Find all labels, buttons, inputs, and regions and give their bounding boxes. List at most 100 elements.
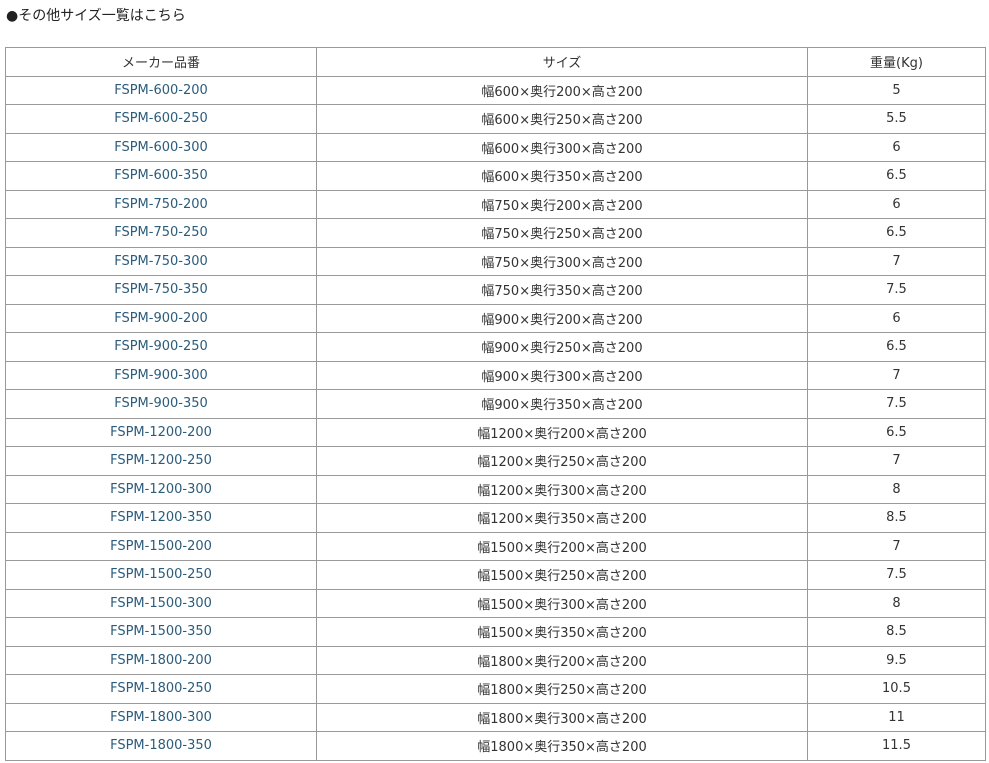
weight-cell: 7 <box>807 531 986 561</box>
weight-cell: 7 <box>807 360 986 390</box>
weight-cell: 9.5 <box>807 645 986 675</box>
part-number-cell: FSPM-750-350 <box>5 275 317 305</box>
size-cell: 幅900×奥行300×高さ200 <box>316 360 808 390</box>
size-cell: 幅900×奥行350×高さ200 <box>316 389 808 419</box>
size-cell: 幅750×奥行200×高さ200 <box>316 189 808 219</box>
part-number-cell: FSPM-600-200 <box>5 75 317 105</box>
part-number-cell: FSPM-600-300 <box>5 132 317 162</box>
weight-cell: 8 <box>807 474 986 504</box>
part-number-link[interactable]: FSPM-750-300 <box>114 253 208 269</box>
weight-cell: 7.5 <box>807 560 986 590</box>
part-number-cell: FSPM-750-250 <box>5 218 317 248</box>
part-number-cell: FSPM-600-250 <box>5 104 317 134</box>
weight-cell: 6 <box>807 132 986 162</box>
part-number-cell: FSPM-1800-300 <box>5 702 317 732</box>
table-row: FSPM-600-250 幅600×奥行250×高さ200 5.5 <box>5 104 986 134</box>
size-cell: 幅600×奥行350×高さ200 <box>316 161 808 191</box>
part-number-link[interactable]: FSPM-1800-350 <box>110 738 212 754</box>
table-row: FSPM-1200-250 幅1200×奥行250×高さ200 7 <box>5 446 986 476</box>
section-heading: ●その他サイズ一覧はこちら <box>6 8 186 24</box>
part-number-cell: FSPM-1200-300 <box>5 474 317 504</box>
weight-cell: 5 <box>807 75 986 105</box>
part-number-cell: FSPM-600-350 <box>5 161 317 191</box>
size-cell: 幅1500×奥行350×高さ200 <box>316 617 808 647</box>
part-number-link[interactable]: FSPM-1200-200 <box>110 424 212 440</box>
weight-cell: 6 <box>807 189 986 219</box>
size-cell: 幅900×奥行200×高さ200 <box>316 303 808 333</box>
part-number-cell: FSPM-1500-300 <box>5 588 317 618</box>
size-cell: 幅600×奥行250×高さ200 <box>316 104 808 134</box>
weight-cell: 6.5 <box>807 417 986 447</box>
size-table: メーカー品番 サイズ 重量(Kg) FSPM-600-200 幅600×奥行200… <box>5 47 986 761</box>
part-number-cell: FSPM-750-300 <box>5 246 317 276</box>
table-row: FSPM-600-300 幅600×奥行300×高さ200 6 <box>5 132 986 162</box>
size-cell: 幅1500×奥行300×高さ200 <box>316 588 808 618</box>
weight-cell: 11.5 <box>807 731 986 761</box>
weight-cell: 8.5 <box>807 617 986 647</box>
part-number-link[interactable]: FSPM-1500-350 <box>110 624 212 640</box>
size-cell: 幅1200×奥行250×高さ200 <box>316 446 808 476</box>
table-row: FSPM-1200-350 幅1200×奥行350×高さ200 8.5 <box>5 503 986 533</box>
part-number-link[interactable]: FSPM-1800-250 <box>110 681 212 697</box>
size-cell: 幅1500×奥行250×高さ200 <box>316 560 808 590</box>
part-number-link[interactable]: FSPM-750-250 <box>114 225 208 241</box>
size-cell: 幅600×奥行200×高さ200 <box>316 75 808 105</box>
weight-cell: 7.5 <box>807 275 986 305</box>
size-cell: 幅750×奥行250×高さ200 <box>316 218 808 248</box>
part-number-link[interactable]: FSPM-1800-300 <box>110 709 212 725</box>
weight-cell: 8.5 <box>807 503 986 533</box>
part-number-link[interactable]: FSPM-1500-200 <box>110 538 212 554</box>
part-number-link[interactable]: FSPM-1200-300 <box>110 481 212 497</box>
header-part-number: メーカー品番 <box>5 47 317 77</box>
table-row: FSPM-1500-300 幅1500×奥行300×高さ200 8 <box>5 588 986 618</box>
table-row: FSPM-900-200 幅900×奥行200×高さ200 6 <box>5 303 986 333</box>
table-header-row: メーカー品番 サイズ 重量(Kg) <box>5 47 986 77</box>
table-row: FSPM-750-350 幅750×奥行350×高さ200 7.5 <box>5 275 986 305</box>
part-number-link[interactable]: FSPM-750-200 <box>114 196 208 212</box>
part-number-cell: FSPM-750-200 <box>5 189 317 219</box>
part-number-cell: FSPM-900-250 <box>5 332 317 362</box>
part-number-link[interactable]: FSPM-900-200 <box>114 310 208 326</box>
size-cell: 幅1800×奥行350×高さ200 <box>316 731 808 761</box>
part-number-link[interactable]: FSPM-750-350 <box>114 282 208 298</box>
part-number-link[interactable]: FSPM-900-350 <box>114 396 208 412</box>
size-cell: 幅900×奥行250×高さ200 <box>316 332 808 362</box>
part-number-link[interactable]: FSPM-900-300 <box>114 367 208 383</box>
part-number-link[interactable]: FSPM-1800-200 <box>110 652 212 668</box>
table-row: FSPM-1800-350 幅1800×奥行350×高さ200 11.5 <box>5 731 986 761</box>
part-number-link[interactable]: FSPM-1200-350 <box>110 510 212 526</box>
size-cell: 幅1200×奥行350×高さ200 <box>316 503 808 533</box>
part-number-link[interactable]: FSPM-900-250 <box>114 339 208 355</box>
part-number-link[interactable]: FSPM-1500-300 <box>110 595 212 611</box>
weight-cell: 6.5 <box>807 218 986 248</box>
size-cell: 幅750×奥行350×高さ200 <box>316 275 808 305</box>
part-number-link[interactable]: FSPM-1200-250 <box>110 453 212 469</box>
size-cell: 幅1800×奥行300×高さ200 <box>316 702 808 732</box>
table-row: FSPM-750-200 幅750×奥行200×高さ200 6 <box>5 189 986 219</box>
part-number-link[interactable]: FSPM-600-300 <box>114 139 208 155</box>
part-number-link[interactable]: FSPM-600-250 <box>114 111 208 127</box>
size-cell: 幅1800×奥行200×高さ200 <box>316 645 808 675</box>
part-number-link[interactable]: FSPM-600-350 <box>114 168 208 184</box>
table-row: FSPM-1800-200 幅1800×奥行200×高さ200 9.5 <box>5 645 986 675</box>
size-cell: 幅600×奥行300×高さ200 <box>316 132 808 162</box>
part-number-cell: FSPM-1800-200 <box>5 645 317 675</box>
part-number-cell: FSPM-1500-200 <box>5 531 317 561</box>
part-number-link[interactable]: FSPM-600-200 <box>114 82 208 98</box>
table-row: FSPM-750-300 幅750×奥行300×高さ200 7 <box>5 246 986 276</box>
part-number-cell: FSPM-1200-350 <box>5 503 317 533</box>
part-number-link[interactable]: FSPM-1500-250 <box>110 567 212 583</box>
weight-cell: 7 <box>807 446 986 476</box>
table-row: FSPM-1500-350 幅1500×奥行350×高さ200 8.5 <box>5 617 986 647</box>
part-number-cell: FSPM-1200-250 <box>5 446 317 476</box>
part-number-cell: FSPM-900-300 <box>5 360 317 390</box>
part-number-cell: FSPM-1800-250 <box>5 674 317 704</box>
part-number-cell: FSPM-900-200 <box>5 303 317 333</box>
table-row: FSPM-900-350 幅900×奥行350×高さ200 7.5 <box>5 389 986 419</box>
table-row: FSPM-900-300 幅900×奥行300×高さ200 7 <box>5 360 986 390</box>
size-cell: 幅1200×奥行200×高さ200 <box>316 417 808 447</box>
part-number-cell: FSPM-1500-250 <box>5 560 317 590</box>
table-row: FSPM-900-250 幅900×奥行250×高さ200 6.5 <box>5 332 986 362</box>
part-number-cell: FSPM-1500-350 <box>5 617 317 647</box>
weight-cell: 6 <box>807 303 986 333</box>
